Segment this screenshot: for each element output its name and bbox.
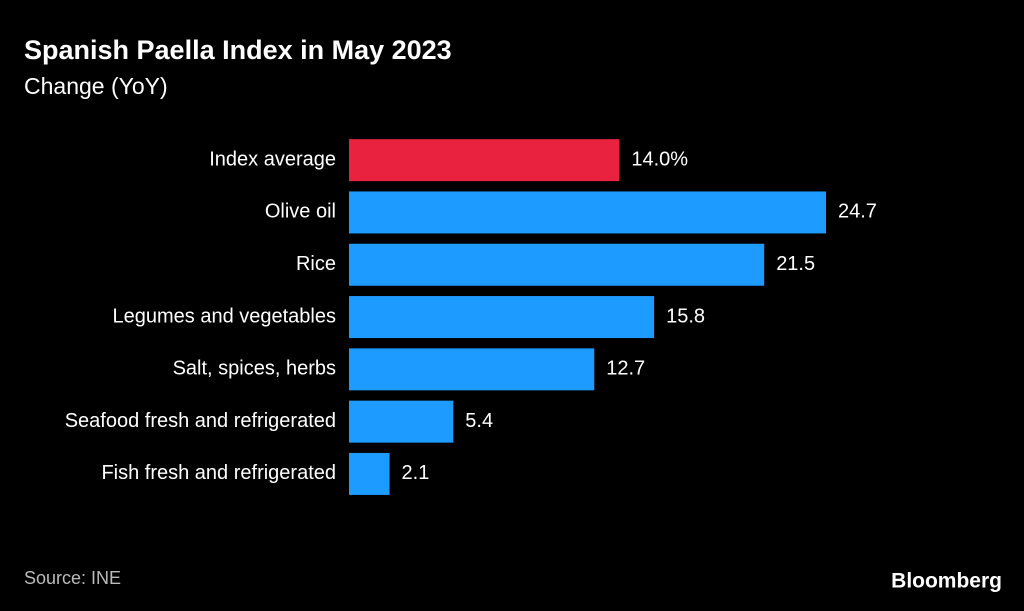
chart-title: Spanish Paella Index in May 2023 (24, 35, 452, 65)
logo: Bloomberg (891, 570, 1002, 593)
value-label: 21.5 (776, 253, 815, 275)
value-label: 14.0% (631, 148, 688, 170)
y-tick-label: Seafood fresh and refrigerated (65, 410, 336, 432)
y-tick-label: Olive oil (265, 201, 336, 223)
value-label: 2.1 (402, 462, 430, 484)
bar (349, 139, 620, 182)
value-label: 12.7 (606, 358, 645, 380)
bar (349, 296, 655, 339)
value-label: 24.7 (838, 201, 877, 223)
value-label: 5.4 (465, 410, 493, 432)
y-tick-label: Fish fresh and refrigerated (101, 462, 336, 484)
source-note: Source: INE (24, 568, 121, 588)
y-tick-label: Rice (296, 253, 336, 275)
value-label: 15.8 (666, 305, 705, 327)
bar (349, 452, 390, 495)
bar (349, 243, 765, 286)
bar (349, 348, 595, 391)
bar (349, 191, 826, 234)
bar (349, 400, 454, 443)
y-tick-label: Legumes and vegetables (113, 305, 337, 327)
y-tick-label: Salt, spices, herbs (173, 358, 336, 380)
chart-subtitle: Change (YoY) (24, 73, 168, 99)
y-tick-label: Index average (209, 148, 336, 170)
